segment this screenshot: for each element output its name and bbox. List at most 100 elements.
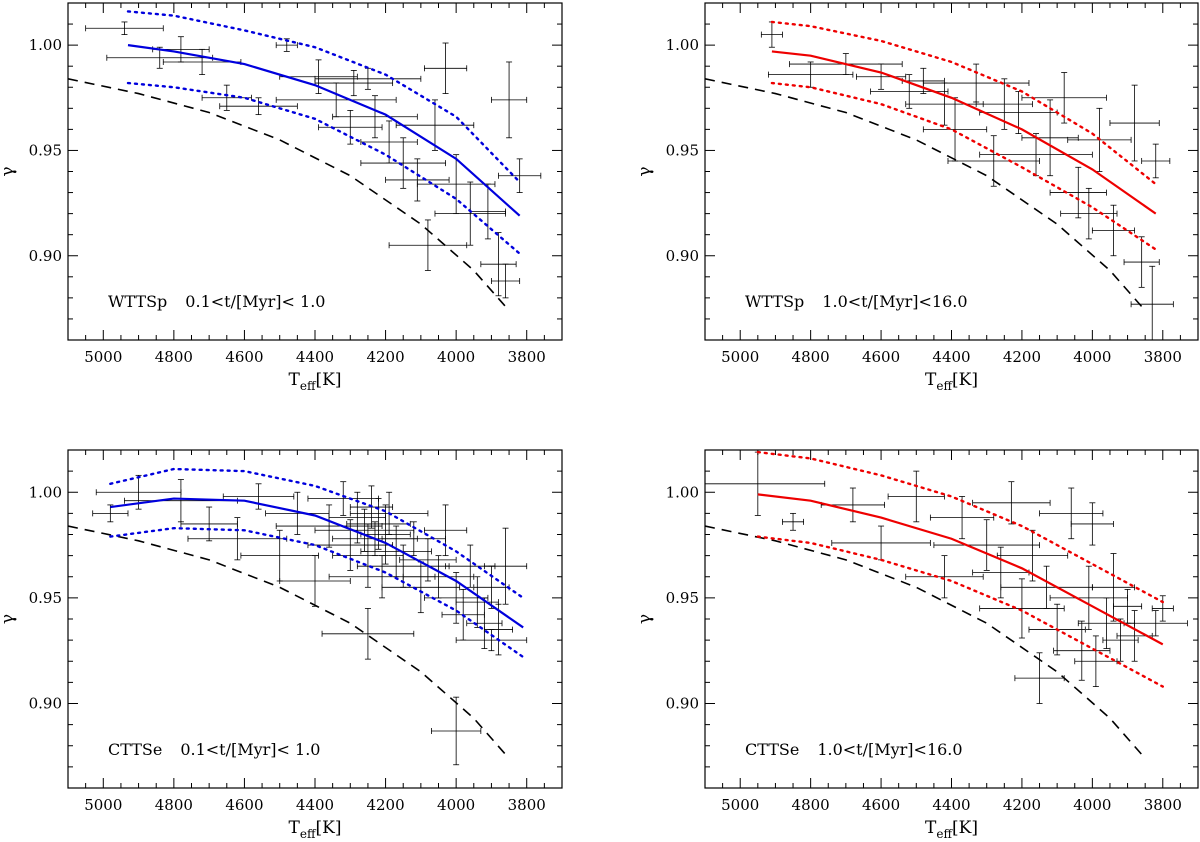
data-point: [332, 95, 418, 139]
y-tick-label: 1.00: [29, 36, 62, 54]
panel-4: 5000 4800 4600 4400 4200 4000 3800 0.90 0.95 1.00…: [635, 449, 1199, 841]
upper-envelope-line: [126, 10, 521, 184]
y-tick-label: 0.90: [29, 695, 62, 713]
data-point: [360, 137, 446, 189]
x-tick-label: 3800: [1144, 348, 1182, 366]
data-point: [1123, 236, 1160, 288]
y-tick-label: 1.00: [666, 36, 699, 54]
data-point: [360, 504, 411, 565]
y-axis-label: γ: [635, 614, 655, 624]
lower-envelope-line: [126, 81, 521, 255]
x-axis-label-main: T: [925, 818, 937, 838]
x-tick-label: 4000: [437, 796, 475, 814]
data-point: [1049, 166, 1107, 219]
x-tick-label: 5000: [84, 348, 122, 366]
x-tick-label: 4200: [366, 348, 404, 366]
annotation-sample: WTTSp: [745, 292, 804, 311]
x-axis-label-unit: [K]: [316, 370, 342, 390]
data-point: [1130, 265, 1174, 340]
data-point: [933, 519, 1040, 571]
data-point: [483, 527, 528, 605]
y-tick-label: 0.90: [666, 695, 699, 713]
annotation-sample: CTTSe: [108, 740, 162, 759]
y-axis-label: γ: [0, 614, 18, 624]
x-tick-label: 4800: [792, 348, 830, 366]
y-tick-label: 0.95: [666, 589, 699, 607]
data-point: [395, 99, 475, 151]
annotation-age-range: 1.0<t/[Myr]<16.0: [822, 292, 967, 311]
x-axis-label-unit: [K]: [952, 818, 978, 838]
plot-frame: [704, 2, 1199, 341]
lower-envelope-line: [109, 526, 525, 659]
x-tick-label: 4400: [932, 796, 970, 814]
data-point: [314, 70, 394, 97]
panel-1: 5000 4800 4600 4400 4200 4000 3800 0.90 0.95 1.00…: [0, 2, 563, 393]
x-axis-label-unit: [K]: [952, 370, 978, 390]
y-tick-label: 0.95: [29, 589, 62, 607]
data-point: [905, 555, 984, 599]
x-axis-label: Teff[K]: [925, 370, 978, 393]
data-point: [831, 525, 931, 561]
data-point: [856, 63, 907, 90]
x-tick-label: 4800: [155, 796, 193, 814]
panel-annotation: WTTSp 0.1<t/[Myr]< 1.0: [108, 292, 325, 311]
x-tick-label: 4600: [225, 348, 263, 366]
data-point: [1141, 143, 1171, 179]
panel-annotation: WTTSp 1.0<t/[Myr]<16.0: [745, 292, 968, 311]
fit-line: [757, 493, 1164, 646]
annotation-age-range: 1.0<t/[Myr]<16.0: [817, 740, 962, 759]
data-point: [491, 61, 528, 139]
data-point: [1021, 72, 1107, 124]
data-point: [760, 21, 783, 48]
data-point: [491, 263, 521, 299]
data-point: [240, 529, 319, 582]
x-tick-label: 3800: [1144, 796, 1182, 814]
data-point: [222, 483, 295, 510]
data-point: [85, 21, 164, 35]
plot-area: [68, 467, 528, 766]
panel-2: 5000 4800 4600 4400 4200 4000 3800 0.90 0.95 1.00…: [635, 2, 1199, 393]
x-axis-label-main: T: [289, 818, 301, 838]
data-point: [431, 696, 482, 766]
data-point: [279, 59, 358, 94]
data-point: [1091, 204, 1136, 257]
x-tick-label: 3800: [508, 348, 546, 366]
x-tick-label: 4200: [1003, 796, 1041, 814]
x-axis-label-main: T: [925, 370, 937, 390]
y-tick-label: 1.00: [29, 483, 62, 501]
data-point: [469, 183, 506, 240]
data-point: [996, 529, 1069, 582]
data-point: [275, 82, 397, 118]
x-axis-label: Teff[K]: [925, 818, 978, 841]
x-tick-label: 4400: [932, 348, 970, 366]
x-axis-label-sub: eff: [300, 827, 317, 841]
x-tick-label: 4600: [225, 796, 263, 814]
data-point: [201, 84, 252, 111]
x-axis-label-main: T: [289, 370, 301, 390]
x-tick-label: 4400: [296, 348, 334, 366]
data-point: [705, 451, 826, 516]
dashed-reference-line: [705, 525, 1146, 759]
data-point: [455, 629, 528, 652]
x-tick-label: 5000: [84, 796, 122, 814]
data-point: [887, 470, 945, 523]
y-tick-label: 0.90: [29, 247, 62, 265]
x-tick-label: 3800: [508, 796, 546, 814]
data-point: [279, 555, 351, 607]
data-point: [423, 42, 468, 94]
data-point: [979, 578, 1065, 639]
data-point: [480, 232, 517, 297]
y-tick-label: 0.95: [29, 141, 62, 159]
y-axis-label: γ: [635, 166, 655, 176]
data-point: [922, 97, 988, 162]
upper-envelope-line: [756, 450, 1164, 604]
x-tick-label: 4800: [792, 796, 830, 814]
data-point: [388, 219, 468, 271]
data-point: [321, 608, 415, 660]
x-tick-label: 4800: [155, 348, 193, 366]
data-point: [498, 158, 542, 193]
panel-annotation: CTTSe 1.0<t/[Myr]<16.0: [745, 740, 963, 759]
dashed-reference-line: [705, 78, 1146, 312]
upper-envelope-line: [770, 20, 1157, 186]
